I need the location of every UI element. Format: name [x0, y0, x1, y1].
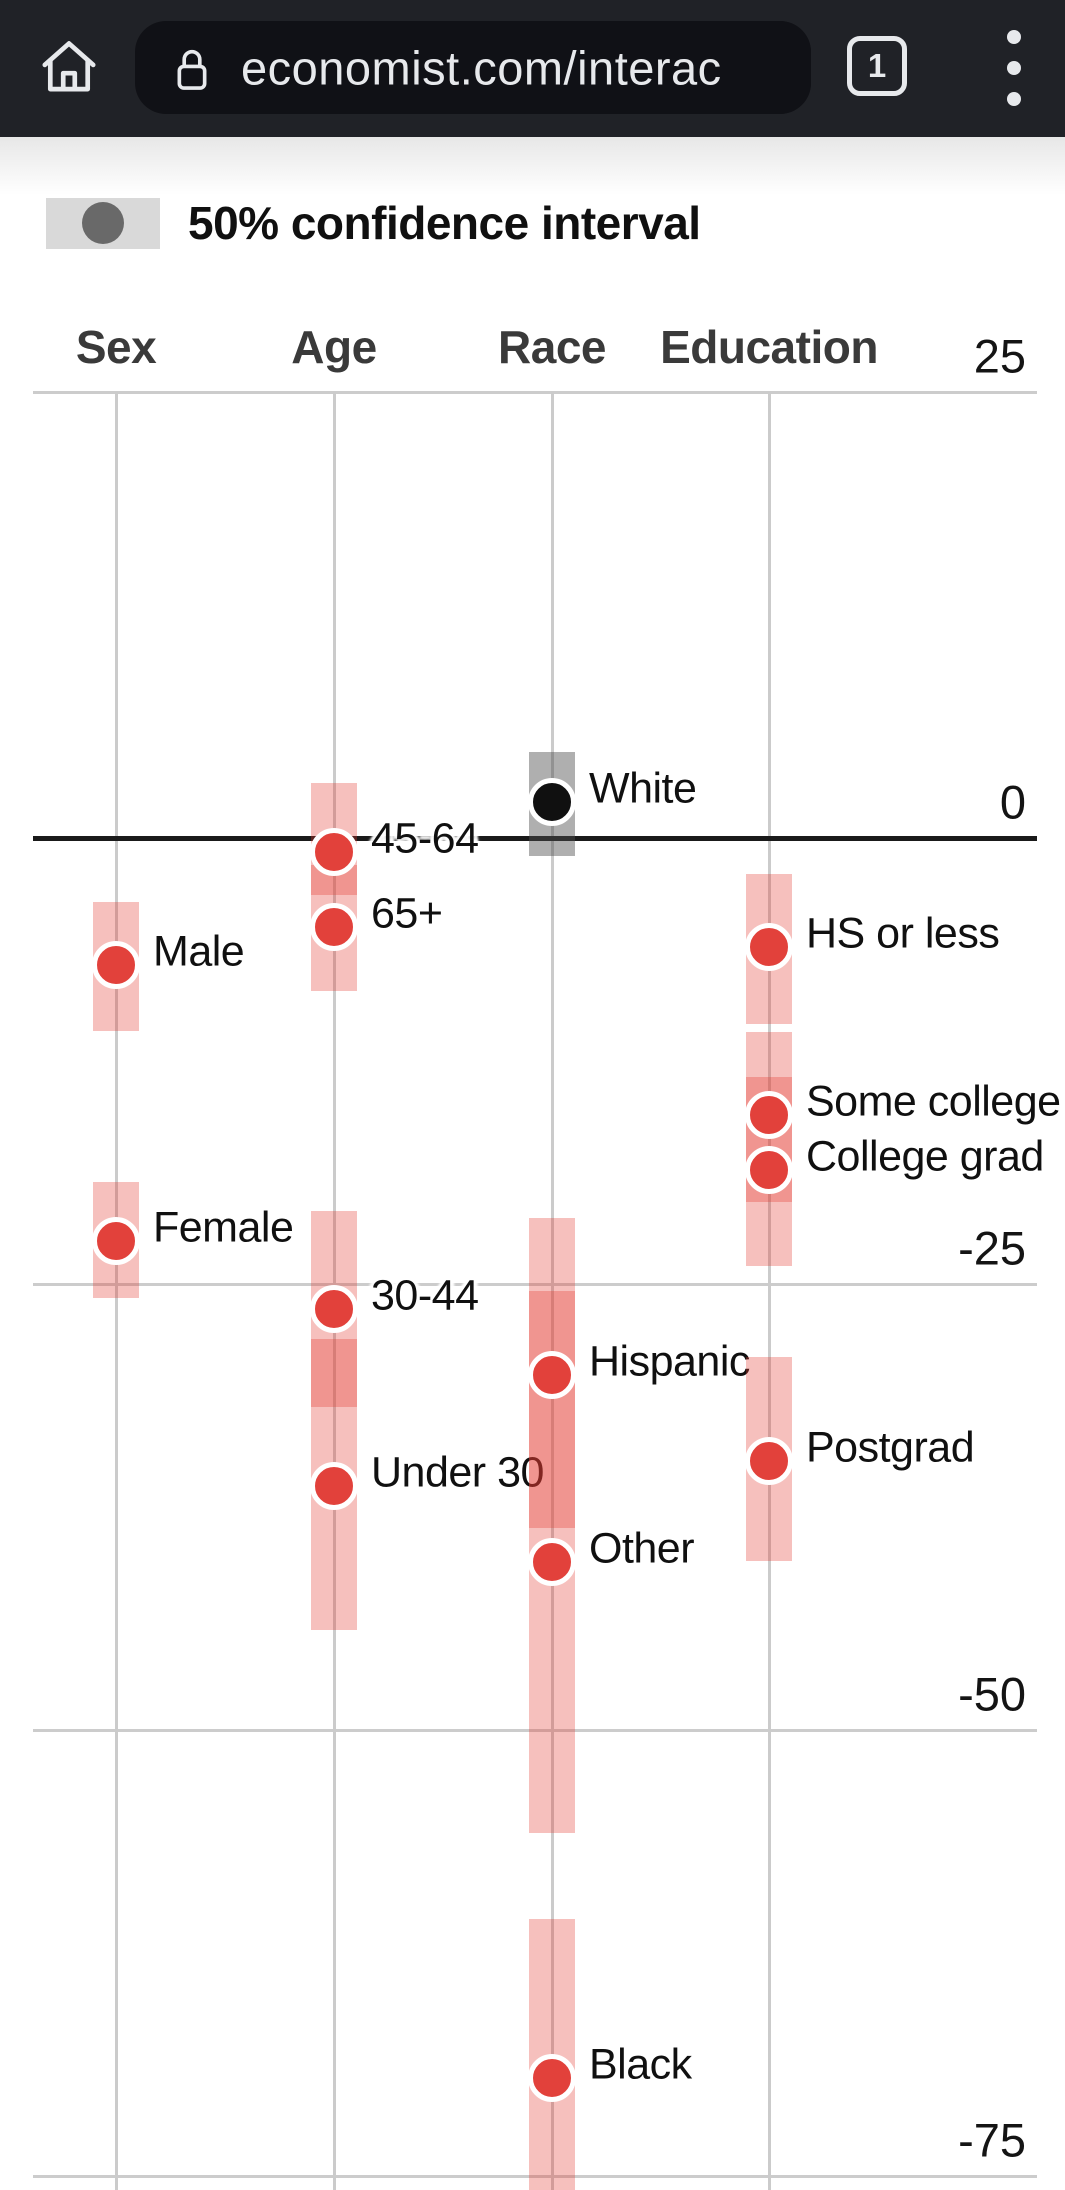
- data-point-male: [92, 940, 140, 989]
- data-point-30-44: [310, 1284, 358, 1333]
- data-point-65: [310, 903, 358, 952]
- point-label-male: Male: [153, 927, 245, 976]
- data-point-under-30: [310, 1461, 358, 1510]
- legend-label: 50% confidence interval: [188, 197, 701, 249]
- point-label-30-44: 30-44: [371, 1271, 479, 1320]
- column-header-sex: Sex: [75, 321, 157, 373]
- point-label-other: Other: [589, 1524, 695, 1573]
- data-point-white: [528, 778, 576, 827]
- home-button[interactable]: [36, 33, 102, 99]
- point-label-45-64: 45-64: [371, 814, 479, 863]
- point-label-college-grad: College grad: [806, 1132, 1044, 1181]
- gridline-y--25: [33, 1282, 1037, 1286]
- point-label-female: Female: [153, 1203, 294, 1252]
- home-icon: [42, 41, 96, 92]
- menu-dot-icon: [1007, 61, 1021, 75]
- data-point-hs-or-less: [745, 922, 793, 971]
- data-point-some-college: [745, 1090, 793, 1139]
- data-point-other: [528, 1538, 576, 1587]
- point-label-some-college: Some college: [806, 1077, 1061, 1126]
- url-fade-overlay: [716, 21, 811, 114]
- point-label-under-30: Under 30: [371, 1448, 544, 1497]
- gridline-y--75: [33, 2174, 1037, 2178]
- data-point-college-grad: [745, 1145, 793, 1194]
- point-label-postgrad: Postgrad: [806, 1423, 975, 1472]
- point-label-white: White: [589, 764, 697, 813]
- data-point-45-64: [310, 828, 358, 877]
- legend: 50% confidence interval: [46, 196, 701, 250]
- y-tick-label--50: -50: [958, 1667, 1026, 1721]
- lock-icon: [177, 49, 207, 90]
- point-label-65: 65+: [371, 889, 443, 938]
- y-tick-label-0: 0: [999, 775, 1026, 829]
- column-header-education: Education: [660, 321, 878, 373]
- browser-toolbar: economist.com/interac 1: [0, 0, 1065, 137]
- gridline-y-25: [33, 390, 1037, 394]
- point-label-hs-or-less: HS or less: [806, 909, 1000, 958]
- menu-dot-icon: [1007, 92, 1021, 106]
- y-tick-label-25: 25: [973, 329, 1026, 383]
- browser-menu-button[interactable]: [994, 30, 1034, 106]
- data-point-black: [528, 2053, 576, 2102]
- gridline-x-education: [767, 392, 771, 2190]
- data-point-female: [92, 1217, 140, 1266]
- point-label-black: Black: [589, 2040, 692, 2089]
- page-top-shadow: [0, 137, 1065, 195]
- point-label-hispanic: Hispanic: [589, 1337, 750, 1386]
- address-bar[interactable]: economist.com/interac: [135, 21, 811, 114]
- tab-count: 1: [867, 47, 887, 84]
- legend-estimate-dot-icon: [82, 202, 124, 244]
- column-header-race: Race: [498, 321, 606, 373]
- menu-dot-icon: [1007, 30, 1021, 44]
- gridline-x-sex: [114, 392, 118, 2190]
- zero-baseline: [33, 835, 1037, 841]
- url-text: economist.com/interac: [241, 41, 722, 94]
- y-tick-label--75: -75: [958, 2113, 1026, 2167]
- column-header-age: Age: [291, 321, 377, 373]
- data-point-hispanic: [528, 1350, 576, 1399]
- gridline-y--50: [33, 1728, 1037, 1732]
- legend-ci-swatch: [46, 197, 160, 249]
- data-point-postgrad: [745, 1436, 793, 1485]
- tab-switcher-button[interactable]: 1: [847, 36, 907, 96]
- y-tick-label--25: -25: [958, 1221, 1026, 1275]
- gridline-x-race: [550, 392, 554, 2190]
